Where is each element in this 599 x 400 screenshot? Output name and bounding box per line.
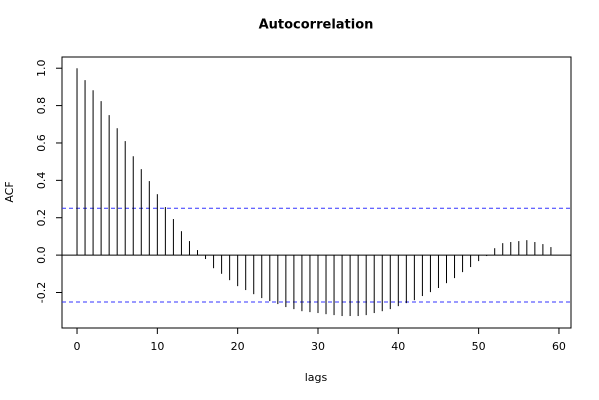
y-tick-label: 0.0 — [35, 246, 48, 264]
plot-frame — [61, 56, 572, 329]
y-tick-label: 1.0 — [35, 59, 48, 77]
x-tick-label: 10 — [150, 340, 164, 353]
y-tick-label: 0.8 — [35, 97, 48, 115]
x-tick-label: 40 — [391, 340, 405, 353]
x-tick-label: 0 — [74, 340, 81, 353]
y-tick-label: 0.4 — [35, 172, 48, 190]
chart-title: Autocorrelation — [259, 18, 374, 33]
y-tick-label: -0.2 — [35, 282, 48, 303]
y-tick-label: 0.2 — [35, 209, 48, 227]
x-tick-label: 30 — [311, 340, 325, 353]
y-axis-label: ACF — [3, 181, 16, 202]
x-tick-label: 50 — [472, 340, 486, 353]
y-tick-label: 0.6 — [35, 134, 48, 152]
x-tick-label: 60 — [552, 340, 566, 353]
x-tick-label: 20 — [231, 340, 245, 353]
x-axis-label: lags — [305, 371, 328, 384]
